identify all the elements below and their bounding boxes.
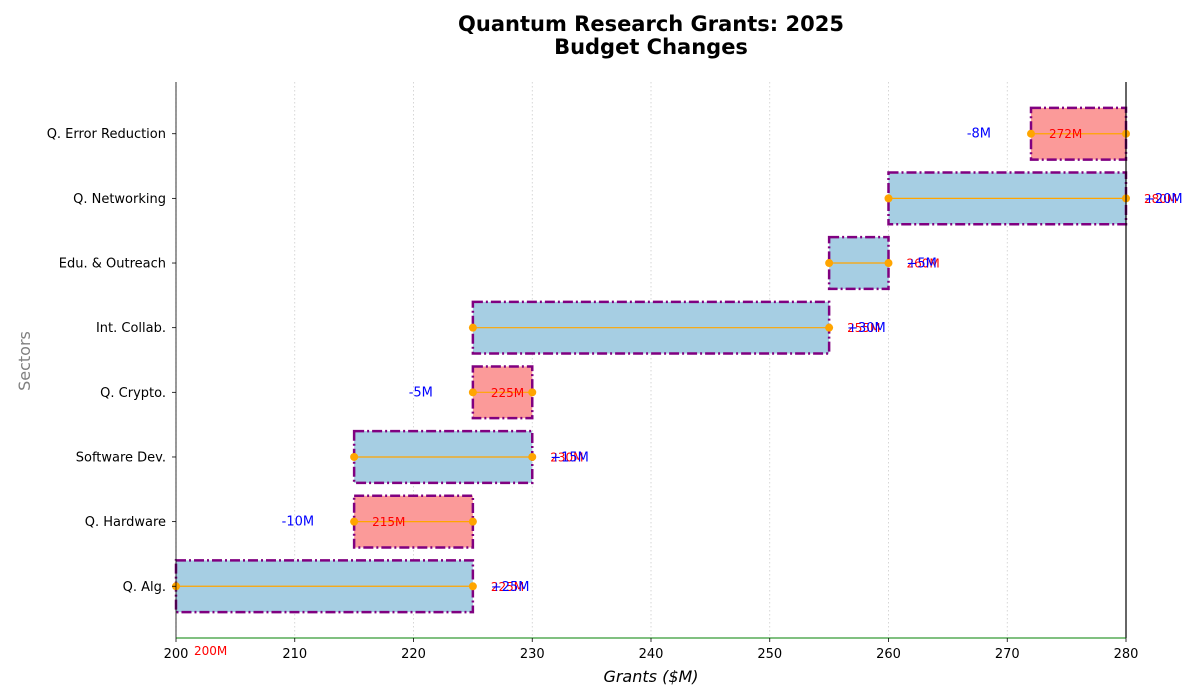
end-point [825, 323, 834, 332]
chart-title: Quantum Research Grants: 2025 [458, 12, 844, 36]
y-tick-label: Q. Alg. [123, 580, 166, 595]
start-point [350, 452, 359, 461]
x-tick-label: 260 [876, 647, 901, 662]
change-label: +15M [550, 450, 589, 465]
start-point [884, 194, 893, 203]
total-label: 230M [550, 450, 583, 464]
change-label: -5M [409, 385, 433, 400]
x-tick-label: 240 [639, 647, 664, 662]
x-tick-label: 280 [1114, 647, 1139, 662]
x-tick-label: 220 [401, 647, 426, 662]
end-point [1027, 129, 1035, 138]
end-point [468, 388, 477, 397]
total-label: 225M [491, 580, 524, 594]
y-tick-label: Q. Crypto. [100, 386, 166, 401]
change-label: -8M [967, 127, 991, 142]
change-label: +25M [491, 580, 530, 595]
total-label: 215M [372, 515, 405, 529]
grid-lines [175, 82, 1127, 638]
x-tick-label: 270 [995, 647, 1020, 662]
total-label: 255M [847, 321, 880, 335]
y-tick-label: Int. Collab. [96, 321, 166, 336]
change-label: -10M [282, 515, 314, 530]
bars [172, 106, 1130, 614]
axes: 200 210 220 230 240 250 260 270 280 Q. Alg. Q. Har… [47, 82, 1139, 662]
y-axis-title: Sectors [15, 331, 34, 391]
x-tick-label: 230 [520, 647, 545, 662]
x-tick-label: 250 [757, 647, 782, 662]
chart-subtitle: Budget Changes [554, 35, 748, 59]
total-label: 225M [491, 386, 524, 400]
data-labels: 200M225M+25M215M-10M230M+15M225M-5M255M+… [194, 127, 1183, 658]
x-tick-label: 200 [164, 647, 189, 662]
start-point [528, 388, 537, 397]
change-label: +30M [847, 321, 886, 336]
total-label: 272M [1049, 127, 1082, 141]
y-tick-label: Q. Networking [73, 192, 166, 207]
end-point [468, 582, 477, 591]
y-tick-label: Software Dev. [76, 450, 166, 465]
end-point [528, 452, 537, 461]
start-point [468, 517, 477, 526]
x-axis-title: Grants ($M) [603, 667, 698, 686]
y-tick-label: Q. Hardware [85, 515, 166, 530]
x-tick-label: 210 [282, 647, 307, 662]
end-point [884, 259, 893, 268]
start-point [825, 259, 834, 268]
total-label: 260M [907, 257, 940, 271]
total-label: 280M [1144, 192, 1177, 206]
y-tick-label: Edu. & Outreach [59, 257, 166, 272]
start-point [468, 323, 477, 332]
y-tick-label: Q. Error Reduction [47, 127, 166, 142]
change-label: +5M [907, 257, 937, 272]
change-label: +20M [1144, 192, 1183, 207]
end-point [350, 517, 359, 526]
start-value-label: 200M [194, 644, 227, 658]
